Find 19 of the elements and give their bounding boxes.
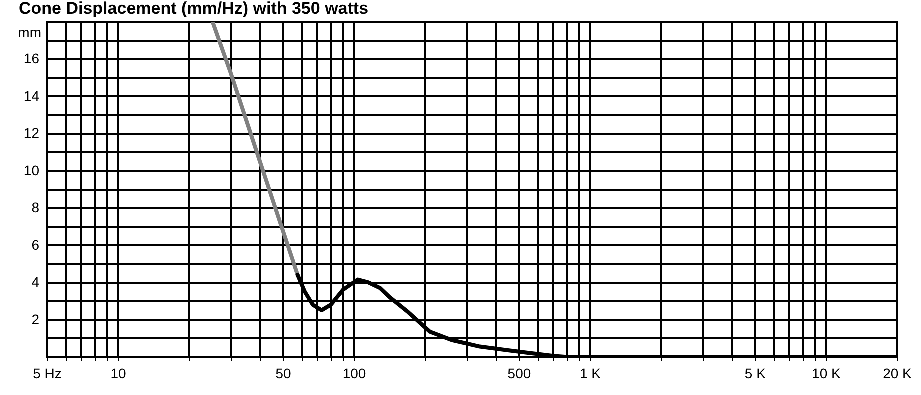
y-tick-label: 12 xyxy=(24,125,40,142)
y-tick-label: 2 xyxy=(32,311,40,328)
y-tick-label: 14 xyxy=(24,88,40,104)
y-axis-title: mm xyxy=(18,24,42,40)
y-tick-label: 10 xyxy=(24,162,40,178)
x-tick-label: 20 K xyxy=(883,366,913,382)
chart-title: Cone Displacement (mm/Hz) with 350 watts xyxy=(19,0,369,18)
y-tick-label: 16 xyxy=(24,50,40,67)
x-tick-label: 500 xyxy=(508,366,532,382)
x-tick-label: 10 xyxy=(110,366,127,382)
x-tick-label: 50 xyxy=(276,366,292,382)
y-tick-label: 8 xyxy=(32,200,40,216)
x-tick-label: 5 K xyxy=(744,366,767,382)
y-tick-label: 6 xyxy=(32,236,40,253)
x-tick-label: 10 K xyxy=(812,366,842,382)
x-tick-label: 5 Hz xyxy=(33,366,62,382)
y-tick-label: 4 xyxy=(32,274,40,290)
x-tick-label: 1 K xyxy=(580,366,602,382)
x-tick-label: 100 xyxy=(342,366,366,382)
